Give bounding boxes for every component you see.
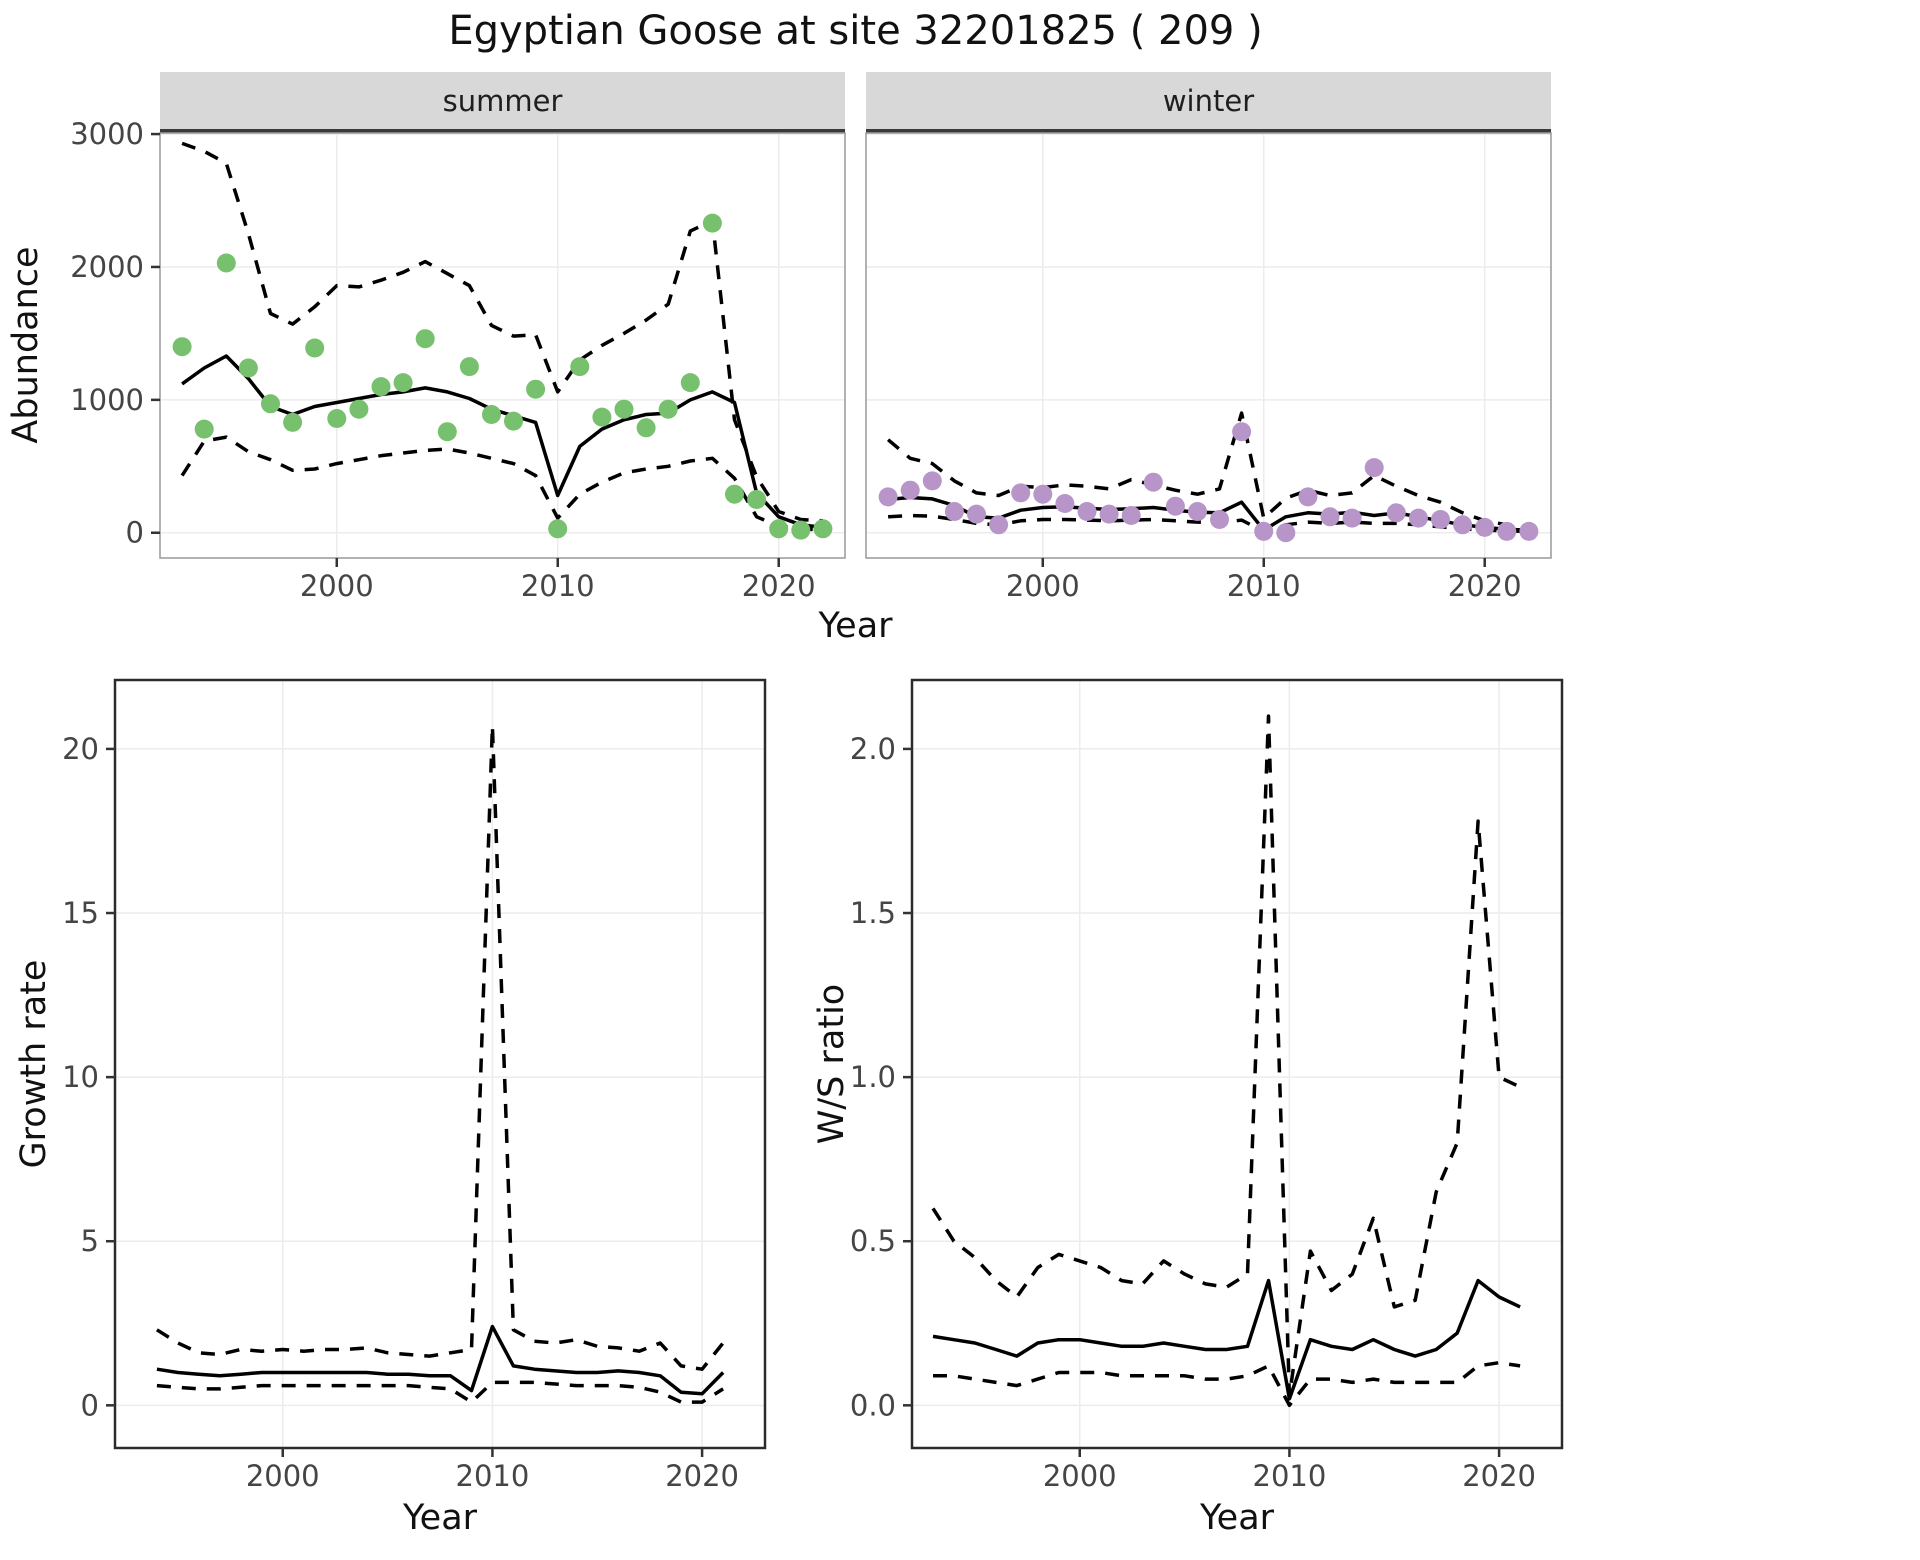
svg-text:0.0: 0.0: [850, 1388, 896, 1422]
svg-text:5: 5: [81, 1224, 99, 1258]
svg-text:1.0: 1.0: [850, 1060, 896, 1094]
svg-text:2020: 2020: [742, 569, 816, 603]
svg-text:2010: 2010: [1227, 569, 1301, 603]
growth-rate-axis-label: Growth rate: [14, 959, 54, 1169]
svg-text:2.0: 2.0: [850, 732, 896, 766]
svg-text:20: 20: [62, 732, 99, 766]
svg-text:0.5: 0.5: [850, 1224, 896, 1258]
abundance-axis-label: Abundance: [6, 246, 46, 444]
svg-text:1.5: 1.5: [850, 896, 896, 930]
svg-text:2010: 2010: [1253, 1459, 1327, 1493]
svg-text:2000: 2000: [246, 1459, 320, 1493]
svg-text:15: 15: [62, 896, 99, 930]
facet-strip-summer: summer: [160, 72, 845, 133]
svg-text:2000: 2000: [70, 250, 144, 284]
figure-title: Egyptian Goose at site 32201825 ( 209 ): [448, 8, 1263, 54]
svg-text:2020: 2020: [1462, 1459, 1536, 1493]
top-year-axis-label: Year: [818, 606, 893, 646]
svg-text:2000: 2000: [1043, 1459, 1117, 1493]
svg-text:2000: 2000: [1006, 569, 1080, 603]
svg-text:10: 10: [62, 1060, 99, 1094]
ws-ratio-axis-label: W/S ratio: [812, 983, 852, 1145]
svg-text:3000: 3000: [70, 117, 144, 151]
svg-text:2020: 2020: [1448, 569, 1522, 603]
growth-year-axis-label: Year: [402, 1498, 478, 1538]
svg-text:1000: 1000: [70, 383, 144, 417]
ws-year-axis-label: Year: [1199, 1498, 1275, 1538]
svg-text:0: 0: [126, 516, 144, 550]
svg-text:2020: 2020: [665, 1459, 739, 1493]
facet-strip-winter: winter: [866, 72, 1551, 133]
svg-text:2010: 2010: [521, 569, 595, 603]
svg-text:2010: 2010: [456, 1459, 530, 1493]
svg-text:0: 0: [81, 1388, 99, 1422]
svg-text:2000: 2000: [300, 569, 374, 603]
